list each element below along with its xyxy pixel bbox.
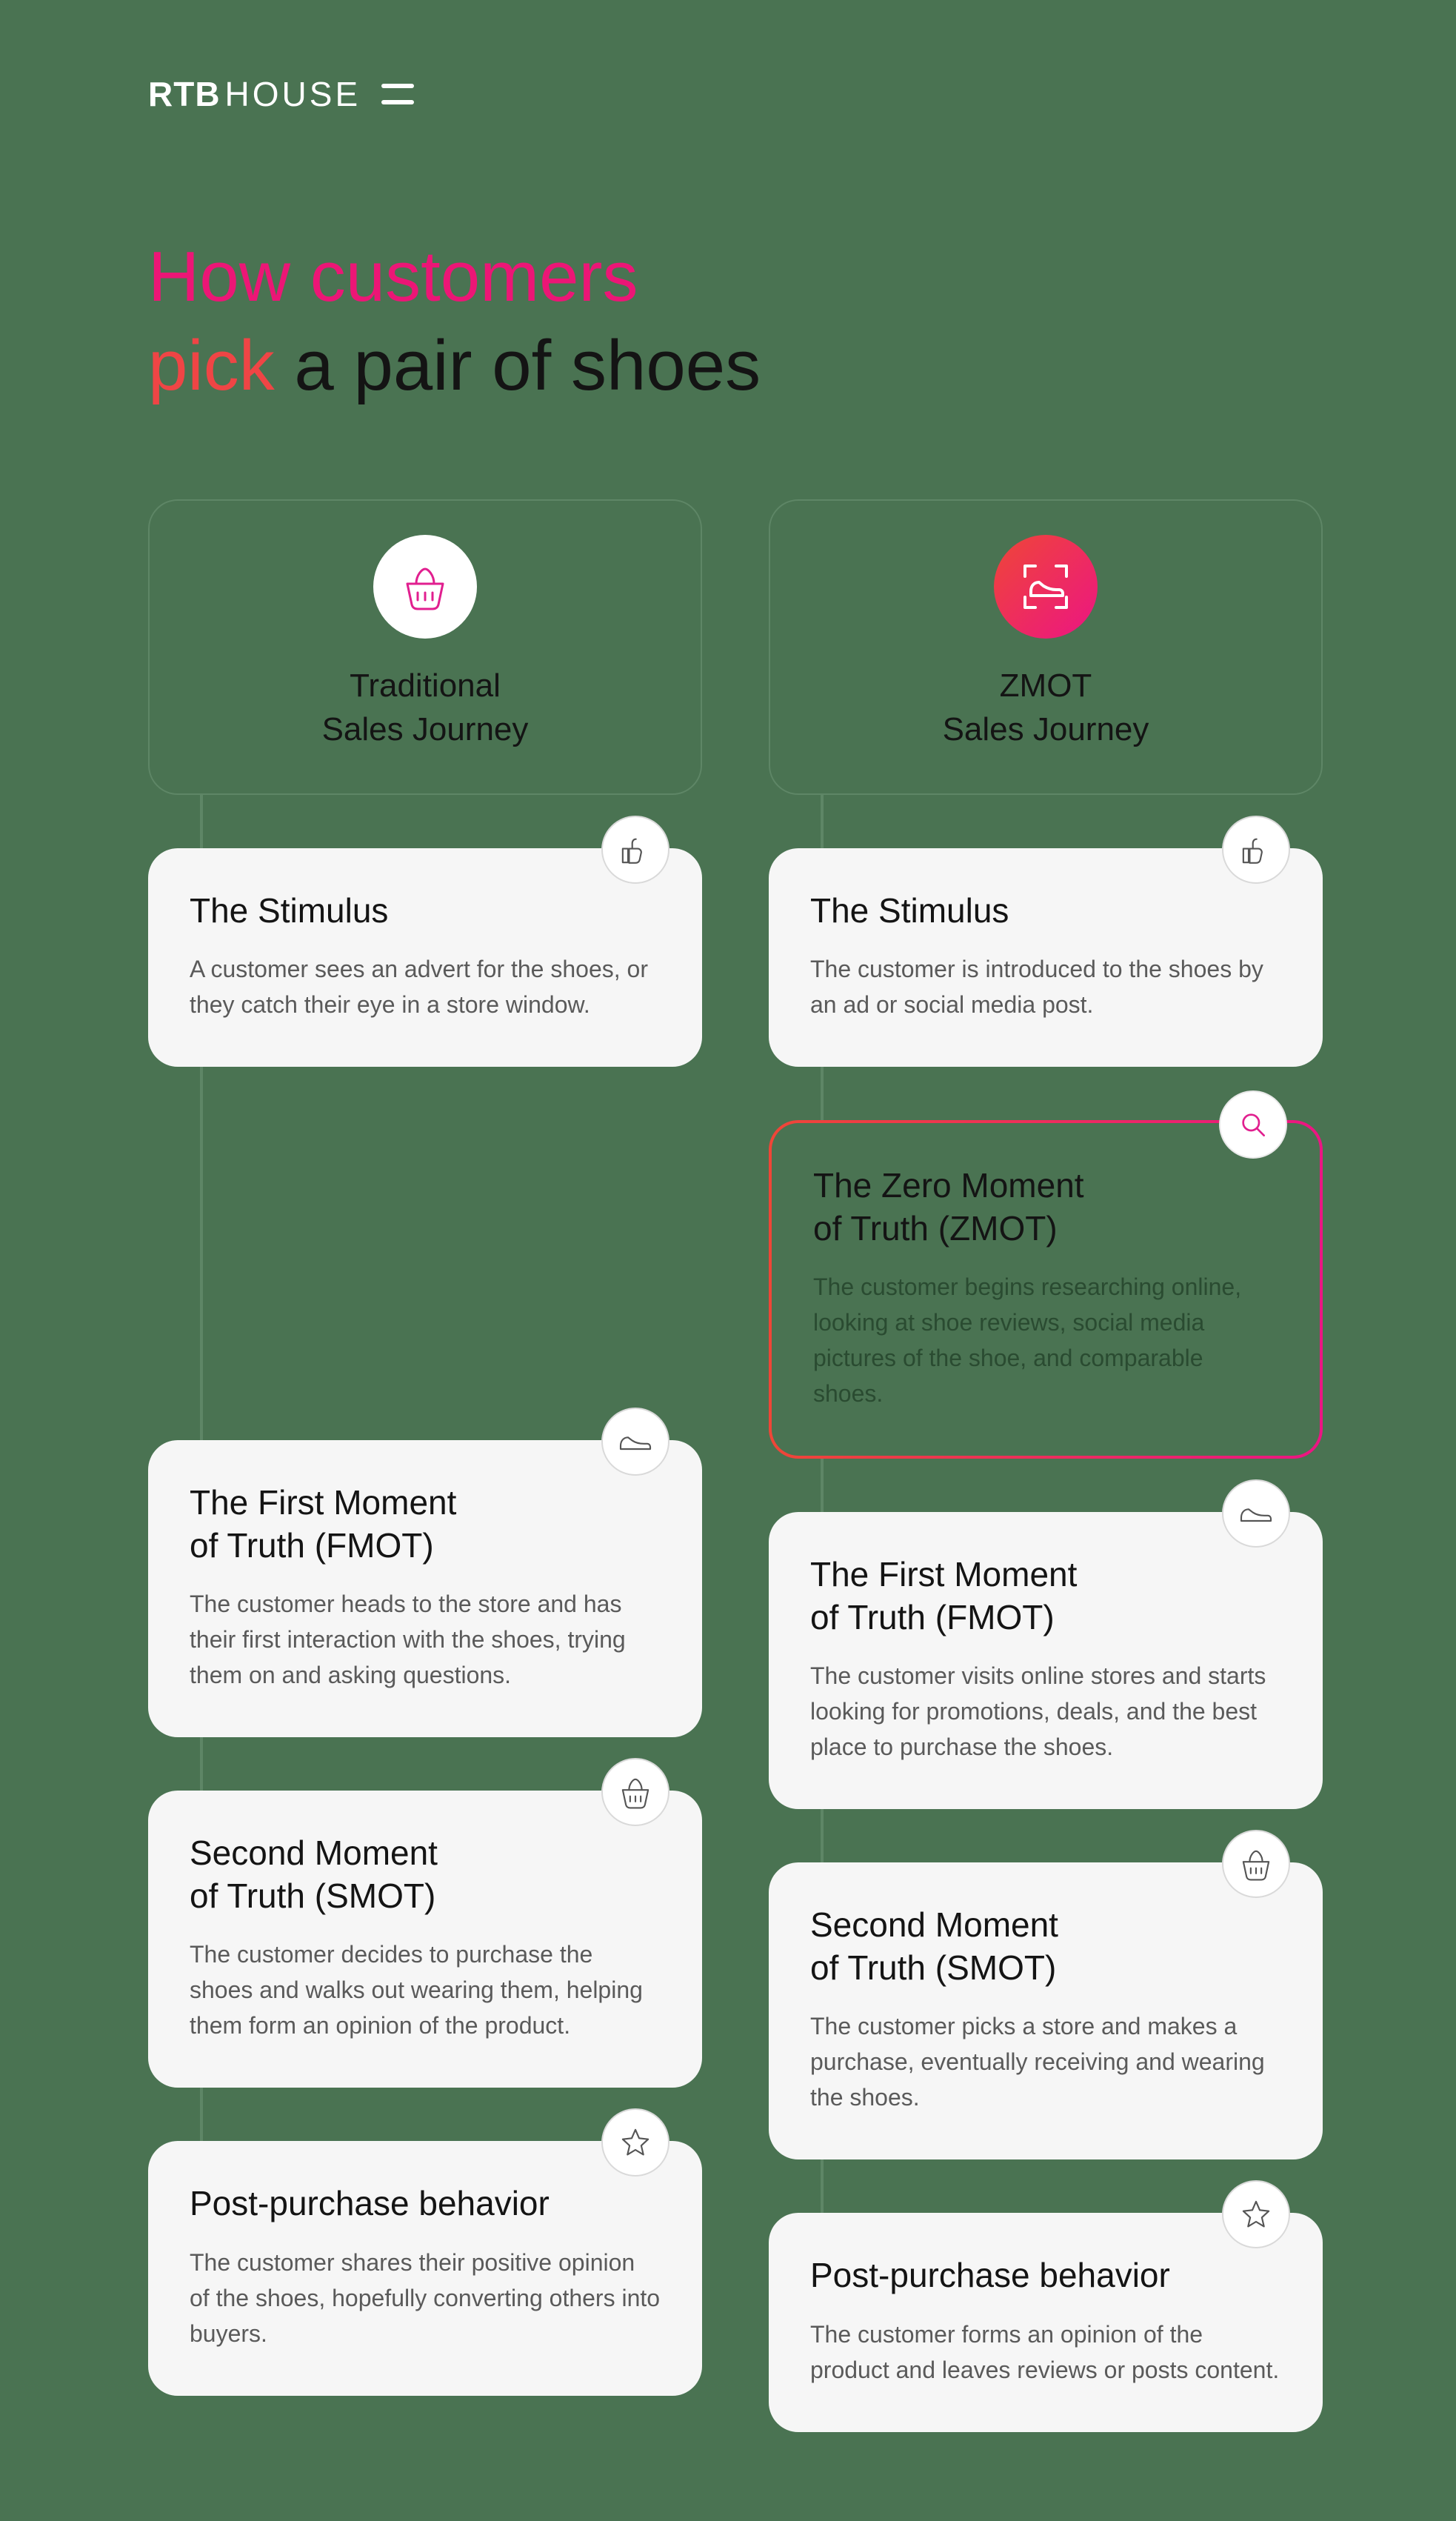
basket-icon bbox=[373, 535, 477, 639]
brand-bold: RTB bbox=[148, 74, 221, 114]
menu-icon[interactable] bbox=[381, 84, 414, 104]
infographic-root: RTB HOUSE How customers pick a pair of s… bbox=[0, 0, 1456, 2521]
card-body: The customer visits online stores and st… bbox=[810, 1658, 1281, 1765]
headline-accent: pick bbox=[148, 326, 275, 405]
headline-line1: How customers bbox=[148, 237, 638, 316]
card-title: Post-purchase behavior bbox=[190, 2182, 661, 2225]
page-title: How customers pick a pair of shoes bbox=[148, 233, 1323, 410]
card-smot-left: Second Moment of Truth (SMOT) The custom… bbox=[148, 1791, 702, 2088]
brand-logo: RTB HOUSE bbox=[148, 74, 361, 114]
card-stimulus-left: The Stimulus A customer sees an advert f… bbox=[148, 848, 702, 1068]
thumb-icon bbox=[601, 816, 669, 884]
connector bbox=[200, 1737, 203, 1791]
star-icon bbox=[601, 2108, 669, 2177]
header-title-zmot: ZMOT Sales Journey bbox=[943, 664, 1149, 752]
card-body: The customer is introduced to the shoes … bbox=[810, 951, 1281, 1022]
card-title: The First Moment of Truth (FMOT) bbox=[810, 1553, 1281, 1639]
card-fmot-right: The First Moment of Truth (FMOT) The cus… bbox=[769, 1512, 1323, 1809]
card-title: The Zero Moment of Truth (ZMOT) bbox=[813, 1165, 1278, 1250]
card-title: Second Moment of Truth (SMOT) bbox=[810, 1904, 1281, 1989]
connector-long bbox=[200, 1067, 203, 1440]
connector bbox=[821, 2159, 824, 2213]
card-body: The customer picks a store and makes a p… bbox=[810, 2008, 1281, 2115]
card-post-right: Post-purchase behavior The customer form… bbox=[769, 2213, 1323, 2432]
connector bbox=[821, 1459, 824, 1512]
shoe-icon bbox=[601, 1408, 669, 1476]
card-title: Post-purchase behavior bbox=[810, 2254, 1281, 2297]
basket-icon bbox=[1222, 1830, 1290, 1898]
connector bbox=[200, 2088, 203, 2141]
card-zmot: The Zero Moment of Truth (ZMOT) The cust… bbox=[769, 1120, 1323, 1459]
header-card-traditional: Traditional Sales Journey bbox=[148, 499, 702, 795]
connector bbox=[200, 795, 203, 848]
card-stimulus-right: The Stimulus The customer is introduced … bbox=[769, 848, 1323, 1068]
topbar: RTB HOUSE bbox=[148, 74, 1323, 114]
columns: Traditional Sales Journey The Stimulus A… bbox=[148, 499, 1323, 2432]
card-title: The First Moment of Truth (FMOT) bbox=[190, 1482, 661, 1567]
card-body: The customer begins researching online, … bbox=[813, 1269, 1278, 1411]
card-fmot-left: The First Moment of Truth (FMOT) The cus… bbox=[148, 1440, 702, 1737]
connector bbox=[821, 795, 824, 848]
thumb-icon bbox=[1222, 816, 1290, 884]
card-title: Second Moment of Truth (SMOT) bbox=[190, 1832, 661, 1917]
basket-icon bbox=[601, 1758, 669, 1826]
card-smot-right: Second Moment of Truth (SMOT) The custom… bbox=[769, 1862, 1323, 2159]
card-body: The customer shares their positive opini… bbox=[190, 2245, 661, 2351]
card-body: The customer forms an opinion of the pro… bbox=[810, 2317, 1281, 2388]
header-title-traditional: Traditional Sales Journey bbox=[322, 664, 529, 752]
card-body: The customer decides to purchase the sho… bbox=[190, 1936, 661, 2043]
star-icon bbox=[1222, 2180, 1290, 2248]
headline-rest: a pair of shoes bbox=[275, 326, 761, 405]
card-post-left: Post-purchase behavior The customer shar… bbox=[148, 2141, 702, 2396]
card-title: The Stimulus bbox=[190, 890, 661, 933]
card-body: The customer heads to the store and has … bbox=[190, 1586, 661, 1693]
card-title: The Stimulus bbox=[810, 890, 1281, 933]
header-card-zmot: ZMOT Sales Journey bbox=[769, 499, 1323, 795]
connector bbox=[821, 1067, 824, 1120]
brand-light: HOUSE bbox=[225, 74, 361, 114]
column-zmot: ZMOT Sales Journey The Stimulus The cust… bbox=[769, 499, 1323, 2432]
connector bbox=[821, 1809, 824, 1862]
shoe-ar-icon bbox=[994, 535, 1098, 639]
shoe-icon bbox=[1222, 1479, 1290, 1548]
card-body: A customer sees an advert for the shoes,… bbox=[190, 951, 661, 1022]
search-icon bbox=[1219, 1090, 1287, 1159]
column-traditional: Traditional Sales Journey The Stimulus A… bbox=[148, 499, 702, 2396]
